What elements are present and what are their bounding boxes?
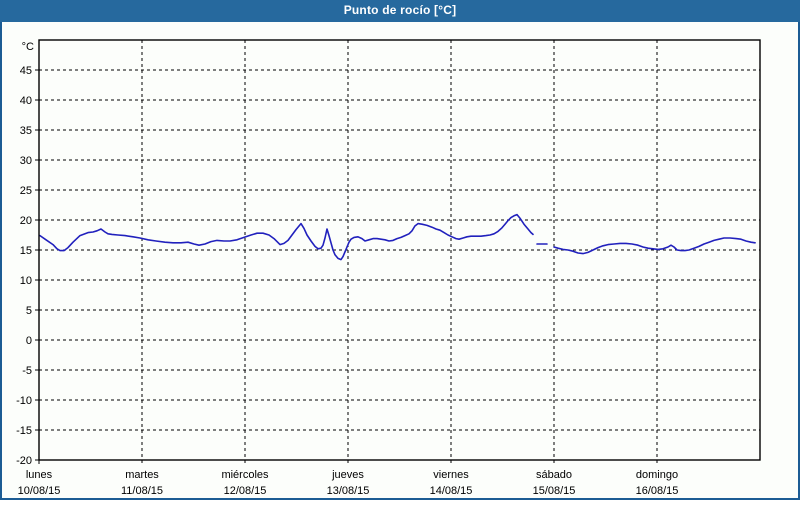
- day-date-label: 14/08/15: [430, 485, 473, 497]
- y-tick-label: 40: [20, 95, 32, 107]
- y-axis-unit-label: °C: [22, 41, 34, 53]
- y-tick-label: 5: [26, 305, 32, 317]
- day-name-label: domingo: [636, 469, 678, 481]
- y-tick-label: 10: [20, 275, 32, 287]
- plot-frame: [38, 39, 761, 461]
- day-date-label: 13/08/15: [327, 485, 370, 497]
- y-tick-label: 15: [20, 245, 32, 257]
- day-date-label: 16/08/15: [636, 485, 679, 497]
- day-date-label: 15/08/15: [533, 485, 576, 497]
- day-date-label: 11/08/15: [121, 485, 163, 497]
- day-date-label: 12/08/15: [224, 485, 267, 497]
- chart-title: Punto de rocío [°C]: [343, 3, 457, 17]
- y-tick-label: -5: [22, 365, 32, 377]
- y-tick-label: 35: [20, 125, 32, 137]
- y-tick-label: -15: [16, 425, 32, 437]
- y-tick-label: 30: [20, 155, 32, 167]
- y-tick-label: 45: [20, 65, 32, 77]
- day-name-label: jueves: [331, 469, 364, 481]
- day-name-label: lunes: [26, 469, 53, 481]
- y-tick-label: 25: [20, 185, 32, 197]
- dewpoint-line-segment: [553, 237, 756, 255]
- window-title-bar: Punto de rocío [°C]: [0, 0, 800, 22]
- y-tick-label: 20: [20, 215, 32, 227]
- y-tick-label: 0: [26, 335, 32, 347]
- dewpoint-line-segment: [39, 213, 534, 261]
- y-tick-label: -20: [16, 455, 32, 467]
- day-name-label: viernes: [433, 469, 469, 481]
- day-name-label: miércoles: [221, 469, 269, 481]
- y-tick-label: -10: [16, 395, 32, 407]
- chart-area: 45 40 35 30 25 20 15 10 5 0 -5 -10 -15 -20 °C lunes 10/0…: [0, 22, 800, 500]
- chart-svg: 45 40 35 30 25 20 15 10 5 0 -5 -10 -15 -20 °C lunes 10/0…: [16, 39, 761, 497]
- day-name-label: sábado: [536, 469, 572, 481]
- day-date-label: 10/08/15: [18, 485, 61, 497]
- day-name-label: martes: [125, 469, 159, 481]
